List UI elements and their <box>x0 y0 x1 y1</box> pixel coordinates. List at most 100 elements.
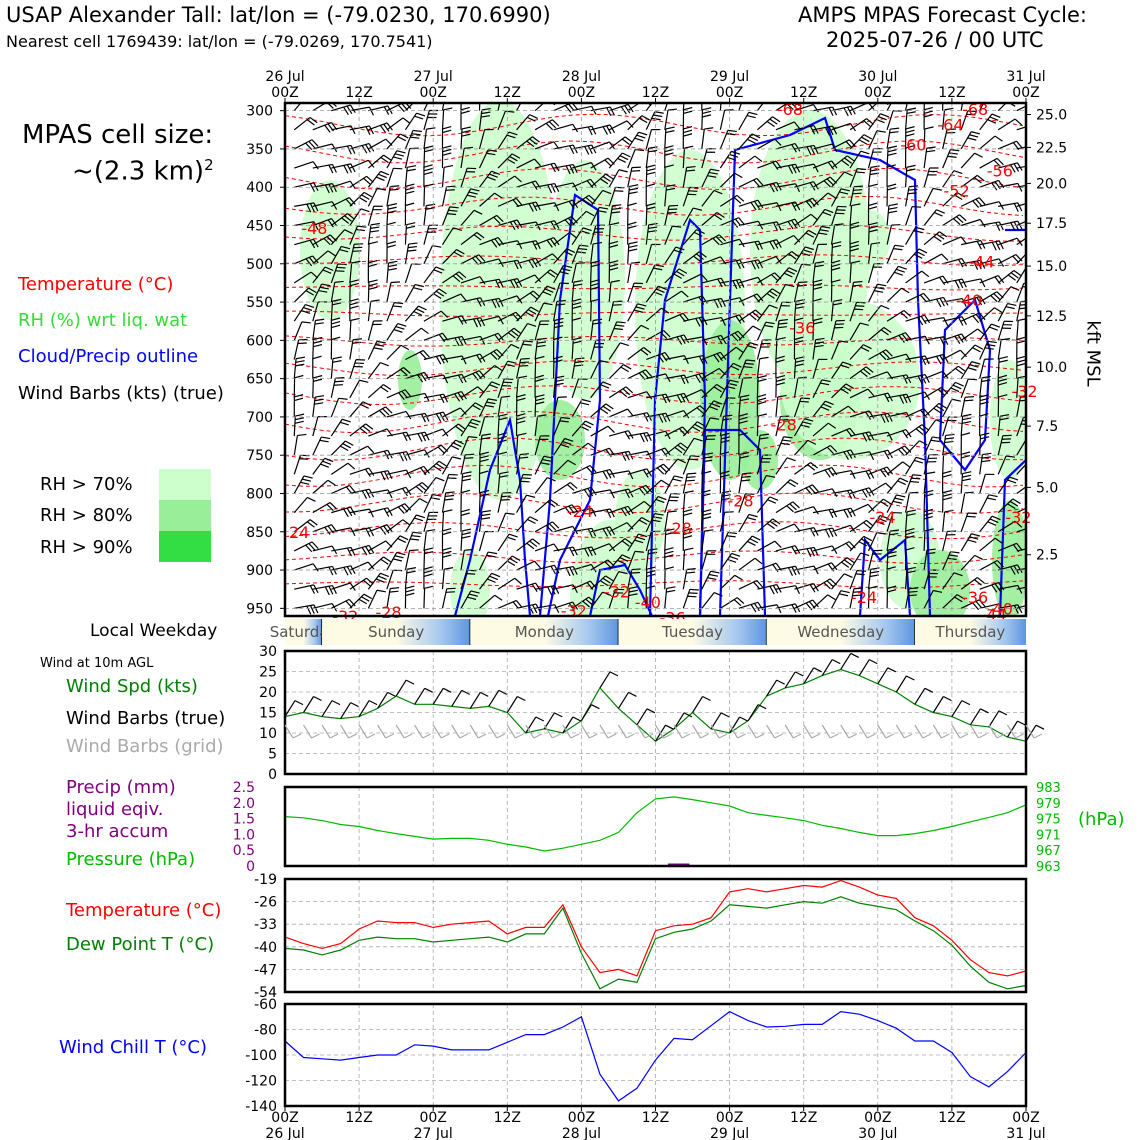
wind-barb-true <box>599 671 611 689</box>
wind-barb-flag <box>698 317 705 326</box>
wind-barb-staff <box>627 391 647 399</box>
wind-barb-flag <box>726 385 736 390</box>
wind-barb-staff <box>831 573 845 590</box>
wind-barb-staff <box>664 355 685 361</box>
wind-barb-flag <box>442 428 449 437</box>
wind-barb-flag <box>815 341 825 344</box>
temp-label-15: 24 <box>289 523 309 542</box>
wind-barb-staff <box>534 477 548 494</box>
wind-barb-flag <box>923 292 930 301</box>
wind-barb-flag <box>956 594 966 600</box>
wind-barb-flag <box>733 599 742 606</box>
wind-barb-flag <box>674 475 684 479</box>
wind-barb-flag <box>549 238 557 247</box>
wind-barb-flag <box>599 360 609 363</box>
wind-barb-flag <box>1010 272 1019 279</box>
wind-barb-flag <box>397 537 407 543</box>
wind-barb-staff <box>293 321 303 341</box>
wind-barb-flag <box>587 547 593 556</box>
wind-barb-flag <box>791 251 800 258</box>
wind-barb-staff <box>460 335 481 341</box>
wind-barb-flag <box>850 225 860 229</box>
wind-barb-grid-flag <box>663 733 672 739</box>
wind-barb-flag <box>294 397 304 402</box>
cell-size-label: MPAS cell size: <box>22 120 214 150</box>
wind-barb-flag <box>630 571 641 574</box>
wind-barb-staff <box>478 416 486 437</box>
wind-barb-flag <box>416 112 426 117</box>
wind-barb-flag <box>827 468 835 477</box>
wind-barb-flag <box>953 170 963 175</box>
temperature-panel: -19-26-33-40-47-54 <box>254 872 1028 1001</box>
wind-barb-flag <box>1017 220 1023 230</box>
wind-barb-flag <box>998 356 1009 360</box>
wind-barb-flag <box>961 455 971 459</box>
wind-barb-flag <box>464 548 474 551</box>
wind-barb-flag <box>682 312 690 321</box>
wind-barb-flag <box>366 577 374 585</box>
wind-barb-flag <box>550 97 558 102</box>
wind-barb-flag <box>365 126 371 135</box>
wind-barb-staff <box>831 524 851 533</box>
wind-barb-flag <box>609 244 619 248</box>
wind-barb-flag <box>684 547 694 551</box>
wind-barb-flag <box>839 593 849 597</box>
wind-barb-flag <box>790 219 797 229</box>
temp-label-10: -32 <box>1011 382 1037 401</box>
xtick-bottom-date-6: 29 Jul <box>710 1126 749 1140</box>
wind-barb-flag <box>1017 585 1023 594</box>
cloud-outline-6 <box>938 297 992 472</box>
xtick-top-date-48: 28 Jul <box>562 69 601 85</box>
wind-barb-staff <box>460 550 465 571</box>
wind-barb-flag <box>967 367 977 371</box>
isotherm-2 <box>285 167 1024 191</box>
xtick-bottom-hour-1: 12Z <box>345 1110 372 1126</box>
wind-barb-flag <box>357 225 367 228</box>
wind-barb-flag <box>390 587 400 590</box>
wind-barb-flag <box>757 401 767 405</box>
wind-barb-flag <box>905 535 915 539</box>
wind-barb-flag <box>481 436 491 440</box>
wind-barb-flag <box>442 550 452 555</box>
wind-barb-flag <box>1031 249 1039 253</box>
wind-barb-flag <box>795 163 801 173</box>
forecast-cycle-label: AMPS MPAS Forecast Cycle: <box>798 3 1087 27</box>
wind-barb-flag <box>646 570 656 574</box>
wind-barb-flag <box>517 260 523 269</box>
wind-barb-staff <box>924 317 944 322</box>
wind-barb-flag <box>841 159 850 167</box>
wind-barb-flag <box>312 161 319 170</box>
wind-barb-flag <box>589 465 597 473</box>
wind-barb-flag <box>886 566 896 570</box>
wind-barb-flag <box>978 599 986 608</box>
xtick-top-date-24: 27 Jul <box>414 69 453 85</box>
wind-barb-flag <box>383 508 390 517</box>
wind-barb-flag <box>468 191 478 195</box>
wind-barb-flag <box>867 503 875 512</box>
wind-barb-flag <box>532 241 538 250</box>
wind-barb-flag <box>713 592 723 597</box>
wind-barb-flag <box>554 325 564 329</box>
wind-barb-staff <box>497 110 506 131</box>
wind-barb-flag <box>804 418 814 422</box>
wind-barb-flag <box>810 145 816 155</box>
temp-label-14: -24 <box>567 502 593 521</box>
wind-barb-flag <box>863 535 873 542</box>
wind-barb-staff <box>1016 184 1026 188</box>
wind-barb-flag <box>865 411 872 420</box>
wind-barb-staff <box>757 138 776 150</box>
wind-barb-grid <box>469 724 479 739</box>
wind-barb-staff <box>775 523 795 533</box>
wind-barb-flag <box>952 384 962 390</box>
wind-barb-flag <box>906 509 916 513</box>
wind-barb-flag <box>814 344 824 348</box>
wind-barb-flag <box>497 432 507 436</box>
pressure-label-650: 650 <box>246 372 273 388</box>
wind-barb-staff <box>423 245 433 265</box>
wind-barb-true-flag <box>906 675 915 681</box>
wind-barb-flag <box>375 176 385 182</box>
wind-barb-flag <box>407 165 417 168</box>
wind-barb-flag <box>361 547 368 556</box>
wind-barb-flag <box>757 397 767 402</box>
wind-barb-flag <box>753 179 761 188</box>
